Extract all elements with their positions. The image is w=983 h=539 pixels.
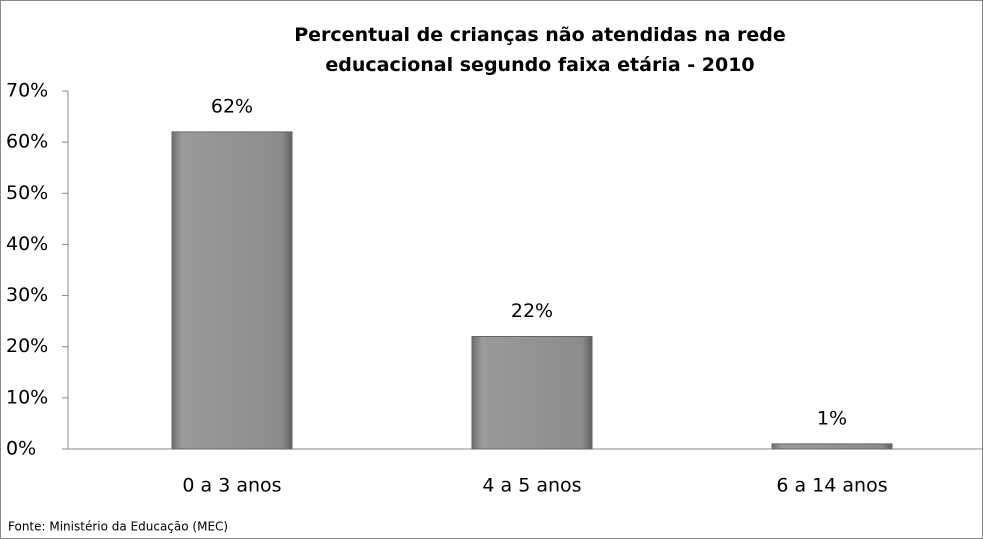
bar: [771, 443, 893, 450]
value-label: 22%: [511, 300, 553, 322]
y-tick-label: 10%: [6, 386, 48, 408]
y-tick-label: 30%: [6, 284, 48, 306]
bar: [171, 131, 293, 450]
chart-title: Percentual de crianças não atendidas na …: [294, 24, 786, 76]
y-tick-label: 50%: [6, 182, 48, 204]
value-label: 62%: [211, 95, 253, 117]
y-tick-label: 0%: [6, 438, 36, 460]
x-tick-label: 0 a 3 anos: [182, 475, 281, 497]
y-tick-label: 40%: [6, 233, 48, 255]
y-tick-label: 70%: [6, 80, 48, 102]
source-note: Fonte: Ministério da Educação (MEC): [8, 520, 228, 534]
y-tick-label: 60%: [6, 131, 48, 153]
x-tick-label: 6 a 14 anos: [776, 475, 887, 497]
value-label: 1%: [817, 407, 847, 429]
bar: [471, 335, 593, 450]
y-tick-label: 20%: [6, 335, 48, 357]
x-tick-label: 4 a 5 anos: [482, 475, 581, 497]
